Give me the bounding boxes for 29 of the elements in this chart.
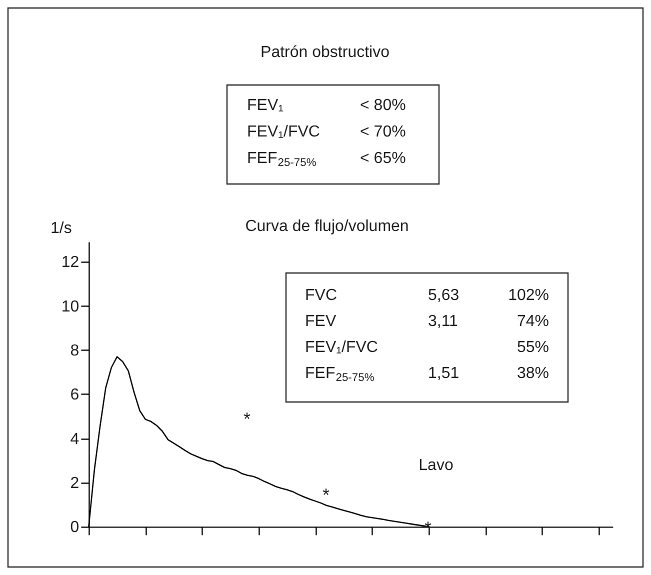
annotation: *	[322, 485, 330, 505]
y-tick-label: 10	[61, 298, 80, 316]
annotation: Lavo	[418, 457, 454, 474]
annotation: 74%	[516, 313, 549, 330]
y-axis-title: 1/s	[50, 220, 72, 238]
annotation: *	[424, 518, 432, 538]
annotation: *	[243, 409, 251, 429]
annotation: 38%	[516, 365, 549, 382]
text: < 65%	[360, 150, 406, 167]
annotation: 3,11	[428, 313, 458, 330]
chart-title: Patrón obstructivo	[260, 44, 390, 61]
annotation: 102%	[508, 287, 549, 304]
text: < 70%	[360, 124, 406, 140]
y-tick-label: 12	[61, 254, 80, 272]
y-tick-label: 6	[70, 386, 80, 404]
y-tick-label: 8	[70, 342, 80, 360]
text: FEV₁/FVC	[247, 124, 320, 140]
annotation: 5,63	[428, 287, 460, 304]
annotation: 55%	[516, 339, 549, 356]
annotation: FVC	[305, 287, 337, 304]
y-tick-label: 0	[70, 519, 80, 536]
chart-subtitle: Curva de flujo/volumen	[245, 218, 409, 235]
text: FEV₁	[247, 97, 284, 114]
y-tick-label: 2	[70, 475, 80, 492]
text: < 80%	[360, 97, 406, 114]
y-tick-label: 4	[70, 430, 80, 448]
annotation: FEV	[305, 313, 336, 330]
annotation: FEV₁/FVC	[305, 339, 378, 356]
annotation: 1,51	[428, 365, 460, 382]
